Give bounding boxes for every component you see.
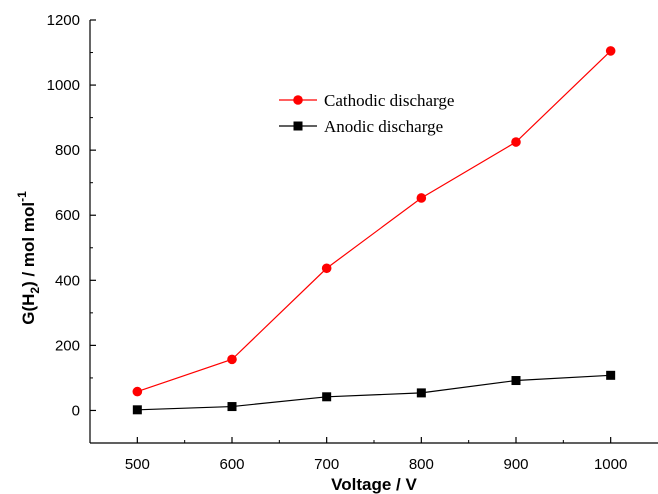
y-axis: 0 200 400 600 800 1000 1200 xyxy=(47,12,96,444)
x-tick-label: 1000 xyxy=(594,456,627,473)
series-line xyxy=(137,50,612,393)
data-point xyxy=(227,354,237,365)
data-point xyxy=(416,388,426,398)
x-tick-label: 800 xyxy=(409,456,434,473)
data-point xyxy=(132,386,143,397)
legend-marker xyxy=(293,121,303,131)
data-point xyxy=(605,46,616,56)
y-axis-title: G(H2) / mol mol-1 xyxy=(15,191,42,325)
series-layer xyxy=(132,46,616,415)
x-tick-label: 900 xyxy=(503,456,528,473)
data-point xyxy=(322,392,332,402)
x-tick-label: 500 xyxy=(125,456,150,473)
legend-label: Cathodic discharge xyxy=(324,91,454,110)
legend-label: Anodic discharge xyxy=(324,117,443,136)
data-point xyxy=(606,370,616,380)
y-tick-label: 0 xyxy=(72,402,80,419)
data-point xyxy=(227,402,237,412)
data-point xyxy=(132,405,142,415)
y-tick-label: 800 xyxy=(55,142,80,159)
plot-frame xyxy=(89,20,658,444)
y-tick-label: 200 xyxy=(55,337,80,354)
data-point xyxy=(321,263,332,274)
y-tick-label: 1000 xyxy=(47,77,80,94)
data-point xyxy=(511,376,521,386)
x-axis-title: Voltage / V xyxy=(331,475,417,494)
data-point xyxy=(511,137,521,147)
legend-marker xyxy=(293,95,303,105)
legend: Cathodic discharge Anodic discharge xyxy=(279,91,454,136)
y-tick-label: 600 xyxy=(55,207,80,224)
data-point xyxy=(416,193,427,203)
x-tick-label: 600 xyxy=(219,456,244,473)
series-line xyxy=(137,374,611,411)
y-tick-label: 1200 xyxy=(47,12,80,29)
x-axis: 500 600 700 800 900 1000 xyxy=(125,437,627,473)
y-tick-label: 400 xyxy=(55,272,80,289)
x-tick-label: 700 xyxy=(314,456,339,473)
